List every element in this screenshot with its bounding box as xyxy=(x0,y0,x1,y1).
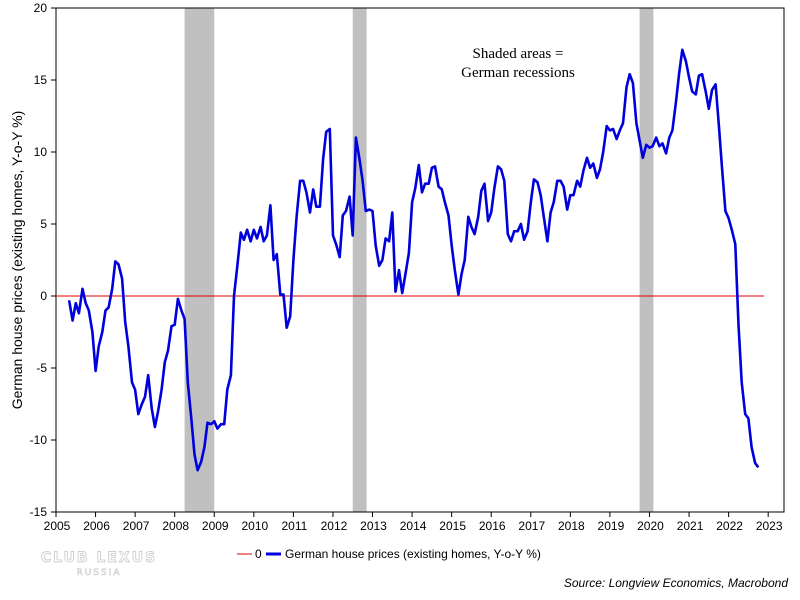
x-tick-label: 2017 xyxy=(518,519,545,533)
x-tick-label: 2021 xyxy=(677,519,704,533)
x-tick-label: 2020 xyxy=(637,519,664,533)
y-tick-label: 0 xyxy=(40,289,47,303)
x-tick-label: 2022 xyxy=(716,519,743,533)
y-tick-label: 20 xyxy=(34,1,48,15)
y-tick-label: 15 xyxy=(34,73,48,87)
svg-text:CLUB LEXUS: CLUB LEXUS xyxy=(41,550,157,566)
y-axis-ticks: -15 -10 -5 0 5 10 15 20 xyxy=(30,1,56,519)
legend-label-reference: 0 xyxy=(255,547,262,561)
x-tick-label: 2013 xyxy=(360,519,387,533)
x-tick-label: 2019 xyxy=(598,519,625,533)
y-tick-label: -15 xyxy=(30,505,48,519)
x-tick-label: 2018 xyxy=(558,519,585,533)
series-line-german-house-prices xyxy=(67,48,760,472)
series-group xyxy=(67,48,760,472)
recession-band-3 xyxy=(639,8,654,512)
x-tick-label: 2005 xyxy=(44,519,71,533)
x-tick-label: 2012 xyxy=(321,519,348,533)
legend: 0 German house prices (existing homes, Y… xyxy=(237,547,541,561)
x-axis-ticks: 2005 2006 2007 2008 2009 2010 2011 2012 2013 2014… xyxy=(44,512,783,533)
recession-band-1 xyxy=(184,8,215,512)
annotation-line-1: Shaded areas = xyxy=(473,46,564,62)
y-tick-label: 5 xyxy=(40,217,47,231)
club-lexus-watermark-logo: CLUB LEXUS RUSSIA xyxy=(40,550,157,577)
x-tick-label: 2007 xyxy=(123,519,150,533)
x-tick-label: 2016 xyxy=(479,519,506,533)
y-tick-label: -10 xyxy=(30,433,48,447)
recession-bands xyxy=(184,8,654,512)
x-tick-label: 2014 xyxy=(400,519,427,533)
legend-label-series: German house prices (existing homes, Y-o… xyxy=(285,547,541,561)
x-tick-label: 2023 xyxy=(756,519,783,533)
annotation-line-2: German recessions xyxy=(461,65,575,81)
axes xyxy=(55,7,785,513)
x-tick-label: 2011 xyxy=(281,519,307,533)
x-tick-label: 2008 xyxy=(162,519,189,533)
x-tick-label: 2009 xyxy=(202,519,229,533)
x-tick-label: 2006 xyxy=(83,519,110,533)
source-note: Source: Longview Economics, Macrobond xyxy=(563,576,788,590)
x-tick-label: 2010 xyxy=(241,519,268,533)
y-tick-label: 10 xyxy=(34,145,48,159)
x-tick-label: 2015 xyxy=(439,519,466,533)
recession-band-2 xyxy=(352,8,367,512)
y-axis-label: German house prices (existing homes, Y-o… xyxy=(9,111,25,410)
plot-frame xyxy=(55,7,785,513)
svg-text:RUSSIA: RUSSIA xyxy=(76,568,121,577)
y-tick-label: -5 xyxy=(36,361,47,375)
